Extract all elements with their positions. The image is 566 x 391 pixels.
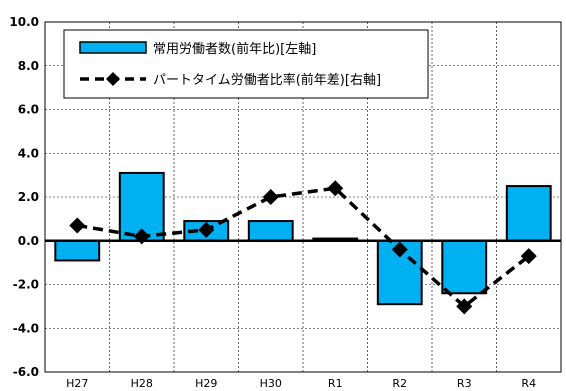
y-tick-label: 0.0 [18,234,39,248]
bar-R4 [505,185,552,242]
line-point-H27 [69,217,86,234]
legend-line-label: パートタイム労働者比率(前年差)[右軸] [153,72,381,88]
line-series [69,180,537,315]
x-tick-label: R2 [392,377,407,390]
y-tick-label: -6.0 [13,365,39,379]
x-axis-tick-labels: H27 H28 H29 H30 R1 R2 R3 R4 [66,377,536,390]
x-tick-label: H27 [66,377,88,390]
bar-H27 [54,239,101,262]
line-point-R4 [520,248,537,265]
legend-bar-swatch [79,41,147,54]
line-point-H30 [262,189,279,205]
line-point-R2 [391,241,408,258]
bar-H30 [247,220,294,242]
y-tick-label: 2.0 [18,190,39,204]
line-point-H29 [198,221,215,238]
x-tick-label: H28 [131,377,153,390]
x-tick-label: R4 [521,377,536,390]
x-tick-label: H30 [260,377,282,390]
y-tick-label: 4.0 [18,146,39,160]
x-tick-label: H29 [195,377,217,390]
y-tick-label: 6.0 [18,103,39,117]
y-axis-tick-labels: 10.0 8.0 6.0 4.0 2.0 0.0 -2.0 -4.0 -6.0 [9,15,39,379]
y-tick-label: -4.0 [13,321,39,335]
line-point-R3 [456,298,473,315]
x-tick-label: R3 [457,377,472,390]
bar-R3 [441,239,488,295]
legend: 常用労働者数(前年比)[左軸] パートタイム労働者比率(前年差)[右軸] [63,29,429,99]
x-tick-label: R1 [328,377,343,390]
y-tick-label: 8.0 [18,59,39,73]
line-point-H28 [133,228,150,245]
y-tick-label: 10.0 [9,15,39,29]
legend-line-marker [106,72,120,86]
y-tick-label: -2.0 [13,278,39,292]
bar-series [54,171,552,306]
legend-bar-label: 常用労働者数(前年比)[左軸] [153,41,316,57]
line-point-R1 [327,180,344,197]
